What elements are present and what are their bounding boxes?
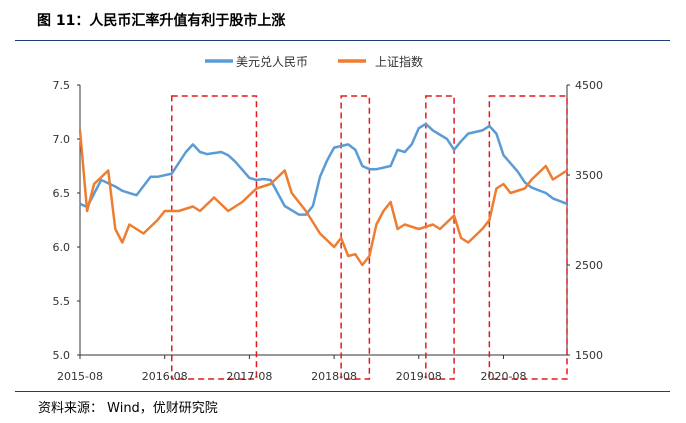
bottom-rule (15, 391, 670, 392)
right-tick-label: 2500 (575, 259, 603, 272)
sse-index-line (78, 129, 568, 267)
x-tick-label: 2018-08 (311, 370, 357, 383)
highlight-box (171, 95, 258, 380)
right-tick-label: 3500 (575, 169, 603, 182)
right-tick-label: 4500 (575, 79, 603, 92)
right-tick-label: 1500 (575, 349, 603, 362)
chart-title: 图 11：人民币汇率升值有利于股市上涨 (37, 13, 286, 29)
left-tick-label: 6.0 (53, 241, 71, 254)
left-tick-label: 5.0 (53, 349, 71, 362)
x-tick-label: 2019-08 (396, 370, 442, 383)
x-tick-label: 2020-08 (480, 370, 526, 383)
highlight-box (425, 95, 455, 380)
highlight-box (488, 95, 568, 380)
legend-label-usdcny: 美元兑人民币 (236, 55, 308, 69)
top-rule (15, 40, 670, 41)
x-tick-label: 2015-08 (57, 370, 103, 383)
left-tick-label: 7.0 (53, 133, 71, 146)
highlight-box (340, 95, 371, 380)
source-note: 资料来源： Wind，优财研究院 (38, 401, 218, 416)
usdcny-line (79, 122, 568, 216)
left-tick-label: 6.5 (53, 187, 71, 200)
left-tick-label: 5.5 (53, 295, 71, 308)
left-tick-label: 7.5 (53, 79, 71, 92)
legend-label-sse: 上证指数 (375, 54, 423, 69)
x-tick-label: 2017-08 (226, 370, 272, 383)
x-tick-label: 2016-08 (142, 370, 188, 383)
